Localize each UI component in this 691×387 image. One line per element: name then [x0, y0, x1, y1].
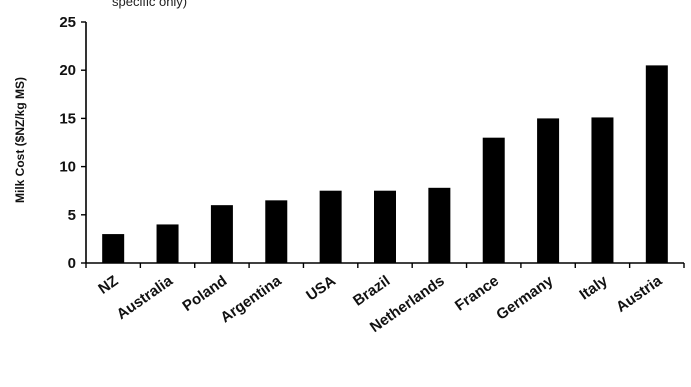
bar-usa [319, 190, 342, 263]
x-tick-label-argentina: Argentina [217, 272, 285, 326]
y-axis-ticks: 0 5 10 15 20 25 [59, 14, 86, 272]
y-tick-label: 25 [59, 14, 76, 31]
bar-netherlands [428, 187, 451, 263]
bar-brazil [374, 190, 396, 263]
bar-australia [156, 224, 179, 263]
y-tick-label: 0 [68, 255, 76, 272]
x-axis-ticks [85, 263, 685, 268]
bar-germany [537, 118, 560, 264]
x-tick-label-brazil: Brazil [350, 272, 393, 309]
bar-france [482, 137, 505, 263]
y-axis-label: Milk Cost ($NZ/kg MS) [13, 77, 27, 203]
y-tick-label: 15 [59, 110, 76, 127]
x-tick-label-germany: Germany [493, 272, 557, 324]
x-tick-label-usa: USA [303, 272, 339, 304]
y-tick-label: 10 [59, 159, 76, 176]
y-tick-label: 20 [59, 62, 76, 79]
x-tick-label-nz: NZ [95, 272, 121, 297]
y-tick-label: 5 [68, 207, 76, 224]
bar-austria [645, 65, 668, 263]
top-caption-fragment: specific only) [112, 0, 187, 9]
x-tick-label-italy: Italy [576, 272, 611, 304]
x-tick-label-australia: Australia [113, 272, 176, 323]
bars [102, 65, 668, 264]
bar-italy [591, 117, 614, 263]
bar-poland [210, 205, 233, 263]
x-tick-label-austria: Austria [613, 272, 666, 316]
bar-argentina [265, 200, 288, 263]
bar-nz [102, 234, 125, 263]
